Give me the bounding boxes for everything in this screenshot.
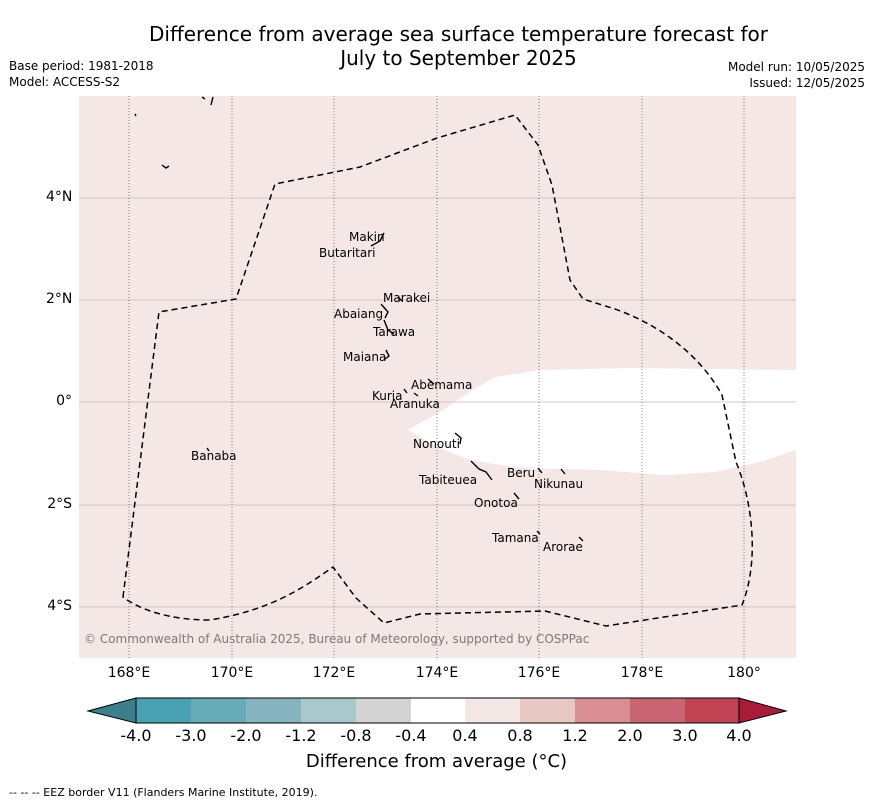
colorbar-swatch-11 — [685, 698, 739, 723]
colorbar-tick-9: 1.2 — [562, 726, 588, 745]
colorbar-swatch-7 — [465, 698, 520, 723]
island-makin-butaritari — [370, 232, 385, 247]
meta-right: Model run: 10/05/2025 Issued: 12/05/2025 — [728, 59, 865, 91]
colorbar-tick-1: -4.0 — [120, 726, 152, 745]
eez-border — [122, 114, 754, 627]
model-run: Model run: 10/05/2025 — [727, 60, 865, 74]
title-line-2: July to September 2025 — [340, 46, 577, 70]
place-label-nonouti: Nonouti — [413, 437, 460, 451]
place-label-nikunau: Nikunau — [534, 477, 584, 491]
model-name: Model: ACCESS-S2 — [9, 75, 121, 89]
colorbar-tick-8: 0.8 — [507, 726, 533, 745]
lat-label-4s: 4°S — [47, 598, 72, 614]
place-label-kuria: Kuria — [372, 389, 403, 403]
place-label-tamana: Tamana — [492, 531, 539, 545]
island-nonouti — [454, 432, 462, 445]
neutral-anomaly-region — [408, 368, 796, 475]
colorbar-swatch-5 — [356, 698, 411, 723]
lon-label-170e: 170°E — [210, 665, 254, 681]
island-north-4 — [201, 96, 206, 100]
lon-label-168e: 168°E — [107, 665, 151, 681]
colorbar-swatch-8 — [520, 698, 575, 723]
colorbar-title: Difference from average (°C) — [305, 751, 568, 772]
place-label-tabiteuea: Tabiteuea — [419, 473, 478, 487]
island-north-2 — [134, 113, 137, 117]
colorbar-outline — [135, 697, 740, 724]
lon-label-178e: 178°E — [620, 665, 664, 681]
place-label-abaiang: Abaiang — [334, 307, 384, 321]
colorbar-swatch-4 — [301, 698, 356, 723]
base-period: Base period: 1981-2018 — [9, 59, 154, 73]
island-abemama — [427, 378, 435, 385]
colorbar-swatch-high-extend — [738, 697, 788, 724]
island-marakei — [397, 296, 403, 302]
island-banaba — [206, 447, 210, 452]
colorbar-swatch-6 — [411, 698, 465, 723]
lon-label-172e: 172°E — [312, 665, 356, 681]
colorbar-swatch-2 — [191, 698, 246, 723]
place-label-banaba: Banaba — [191, 449, 237, 463]
colorbar-tick-4: -1.2 — [285, 726, 317, 745]
colorbar-tick-10: 2.0 — [617, 726, 643, 745]
colorbar-tick-6: -0.4 — [395, 726, 427, 745]
island-tamana — [536, 530, 541, 535]
place-label-arorae: Arorae — [543, 540, 583, 554]
island-nikunau — [560, 468, 566, 475]
place-label-abemama: Abemama — [411, 378, 473, 392]
colorbar-swatch-low-extend — [86, 697, 137, 724]
meta-left: Base period: 1981-2018 Model: ACCESS-S2 — [9, 58, 154, 90]
island-beru — [537, 467, 543, 474]
place-label-butaritari: Butaritari — [319, 246, 376, 260]
issued-date: Issued: 12/05/2025 — [749, 76, 865, 90]
place-label-marakei: Marakei — [383, 291, 431, 305]
colorbar-tick-12: 4.0 — [726, 726, 752, 745]
island-maiana — [384, 349, 390, 360]
colorbar-tick-5: -0.8 — [340, 726, 372, 745]
place-label-tarawa: Tarawa — [373, 325, 416, 339]
island-north-3 — [161, 164, 170, 169]
island-tabiteuea — [470, 460, 493, 481]
title-line-1: Difference from average sea surface temp… — [148, 22, 768, 46]
eez-footnote: -- -- -- EEZ border V11 (Flanders Marine… — [9, 786, 318, 799]
lon-label-180: 180° — [727, 665, 761, 681]
island-abaiang — [380, 303, 389, 319]
colorbar-tick-11: 3.0 — [672, 726, 698, 745]
lat-label-0: 0° — [56, 393, 72, 409]
island-tarawa — [383, 319, 395, 335]
lon-label-174e: 174°E — [415, 665, 459, 681]
colorbar-swatch-9 — [575, 698, 630, 723]
island-onotoa — [513, 492, 520, 500]
colorbar-swatch-3 — [246, 698, 301, 723]
place-label-onotoa: Onotoa — [474, 496, 518, 510]
colorbar-tick-2: -3.0 — [175, 726, 207, 745]
lat-label-2s: 2°S — [47, 496, 72, 512]
lat-label-4n: 4°N — [46, 189, 73, 205]
colorbar-swatch-1 — [136, 698, 191, 723]
island-aranuka — [413, 392, 419, 397]
latitude-gridlines — [79, 197, 796, 608]
colorbar-tick-7: 0.4 — [452, 726, 478, 745]
island-north-1 — [210, 96, 214, 106]
place-label-aranuka: Aranuka — [390, 397, 440, 411]
islands — [134, 96, 584, 542]
longitude-gridlines — [128, 96, 745, 658]
place-label-maiana: Maiana — [343, 350, 387, 364]
colorbar — [86, 697, 788, 724]
copyright-notice: © Commonwealth of Australia 2025, Bureau… — [84, 632, 590, 646]
lat-label-2n: 2°N — [46, 291, 73, 307]
chart-title: Difference from average sea surface temp… — [0, 22, 873, 70]
colorbar-tick-3: -2.0 — [230, 726, 262, 745]
island-kuria — [403, 388, 408, 394]
place-label-beru: Beru — [507, 466, 536, 480]
colorbar-swatch-10 — [630, 698, 685, 723]
place-label-makin: Makin — [349, 230, 385, 244]
island-arorae — [578, 536, 584, 542]
lon-label-176e: 176°E — [517, 665, 561, 681]
